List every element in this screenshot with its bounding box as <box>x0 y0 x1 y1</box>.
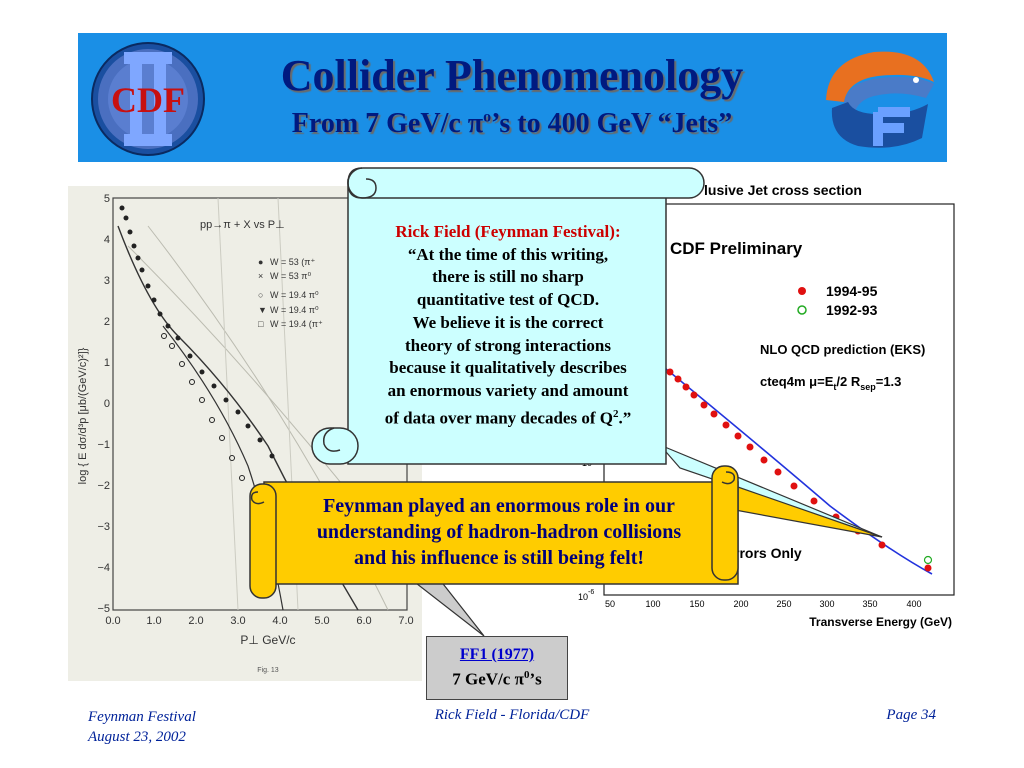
y-tick: −5 <box>97 603 110 615</box>
legend-marker: ● <box>258 257 263 267</box>
header-banner <box>78 33 947 162</box>
figure-label: Fig. 13 <box>257 667 279 674</box>
legend-marker: ○ <box>258 290 263 300</box>
legend-label: W = 53 π⁰ <box>270 271 311 281</box>
x-tick: 400 <box>906 599 921 609</box>
ff1-link[interactable]: FF1 (1977) <box>459 646 535 663</box>
highlight-line: Feynman played an enormous role in our <box>323 495 675 517</box>
y-tick: 5 <box>104 193 110 205</box>
legend-label: W = 19.4 π⁰ <box>270 305 319 315</box>
quote-scroll <box>311 167 705 465</box>
caption-text: 7 GeV/c π0’s <box>452 669 542 689</box>
x-tick: 1.0 <box>146 615 161 627</box>
x-tick: 4.0 <box>272 615 287 627</box>
footer-page-number: Page 34 <box>886 707 936 723</box>
highlight-line: understanding of hadron-hadron collision… <box>316 521 682 543</box>
legend-marker-1994 <box>798 287 806 295</box>
x-tick: 300 <box>819 599 834 609</box>
quote-line: We believe it is the correct <box>412 312 604 332</box>
x-axis-label: P⊥ GeV/c <box>240 633 295 647</box>
x-tick: 50 <box>605 599 615 609</box>
uf-gator-logo <box>826 51 934 148</box>
x-axis-label: Transverse Energy (GeV) <box>809 615 952 629</box>
quote-line: because it qualitatively describes <box>389 358 627 378</box>
jet-plot-title: lusive Jet cross section <box>704 182 862 198</box>
footer-date: August 23, 2002 <box>88 729 186 745</box>
highlight-scroll <box>249 465 739 599</box>
footer-event: Feynman Festival August 23, 2002 <box>88 707 196 747</box>
legend-label: 1992-93 <box>826 302 878 318</box>
quote-line: quantitative test of QCD. <box>416 290 600 310</box>
quote-line: an enormous variety and amount <box>387 380 629 400</box>
quote-text: Rick Field (Feynman Festival): “At the t… <box>352 221 664 430</box>
errors-label: rrors Only <box>734 545 802 561</box>
x-tick: 250 <box>776 599 791 609</box>
legend-label: W = 19.4 π⁰ <box>270 290 319 300</box>
x-tick: 7.0 <box>398 615 413 627</box>
y-tick: −3 <box>97 521 110 533</box>
caption-box <box>426 636 568 700</box>
y-tick: 0 <box>104 398 110 410</box>
y-tick: −2 <box>97 480 110 492</box>
highlight-text: Feynman played an enormous role in our u… <box>268 493 730 571</box>
legend-marker: ▼ <box>258 305 267 315</box>
quote-line: “At the time of this writing, <box>407 244 609 264</box>
cdf-logo: CDF <box>91 42 205 156</box>
x-tick: 150 <box>689 599 704 609</box>
cteq-label: cteq4m μ=Et/2 Rsep=1.3 <box>760 374 901 392</box>
quote-line: there is still no sharp <box>432 267 584 287</box>
footer-event-name: Feynman Festival <box>88 709 196 725</box>
quote-heading: Rick Field (Feynman Festival): <box>395 222 621 241</box>
legend-marker: □ <box>258 319 264 329</box>
page-subtitle: From 7 GeV/c πo’s to 400 GeV “Jets” <box>291 108 733 139</box>
nlo-label: NLO QCD prediction (EKS) <box>760 342 925 357</box>
y-tick-bottom: 10-6 <box>578 589 594 602</box>
legend-label: W = 53 (π⁺ <box>270 257 315 267</box>
x-tick: 350 <box>862 599 877 609</box>
cdf-logo-text: CDF <box>111 80 185 120</box>
y-tick: 3 <box>104 275 110 287</box>
legend-marker-1992 <box>797 305 807 315</box>
x-tick: 6.0 <box>356 615 371 627</box>
legend-label: W = 19.4 (π⁺ <box>270 319 323 329</box>
y-axis-label: log { E dσ/d³p [μb/(GeV/c)²]} <box>77 347 89 484</box>
legend-label: 1994-95 <box>826 283 878 299</box>
x-tick: 3.0 <box>230 615 245 627</box>
y-tick: −1 <box>97 439 110 451</box>
x-tick: 0.0 <box>105 615 120 627</box>
y-tick: 4 <box>104 234 110 246</box>
footer-author: Rick Field - Florida/CDF <box>434 707 590 723</box>
cdf-preliminary-label: CDF Preliminary <box>670 239 803 258</box>
y-tick: −4 <box>97 562 110 574</box>
x-tick: 2.0 <box>188 615 203 627</box>
y-tick: 1 <box>104 357 110 369</box>
x-tick: 200 <box>733 599 748 609</box>
page-title: Collider Phenomenology <box>280 51 744 100</box>
quote-line: of data over many decades of Q2.” <box>384 407 632 428</box>
highlight-line: and his influence is still being felt! <box>353 547 645 569</box>
x-tick: 5.0 <box>314 615 329 627</box>
quote-line: theory of strong interactions <box>404 335 612 355</box>
reaction-label: pp→π + X vs P⊥ <box>200 219 285 231</box>
legend-marker: × <box>258 271 263 281</box>
y-tick: 2 <box>104 316 110 328</box>
x-tick: 100 <box>645 599 660 609</box>
